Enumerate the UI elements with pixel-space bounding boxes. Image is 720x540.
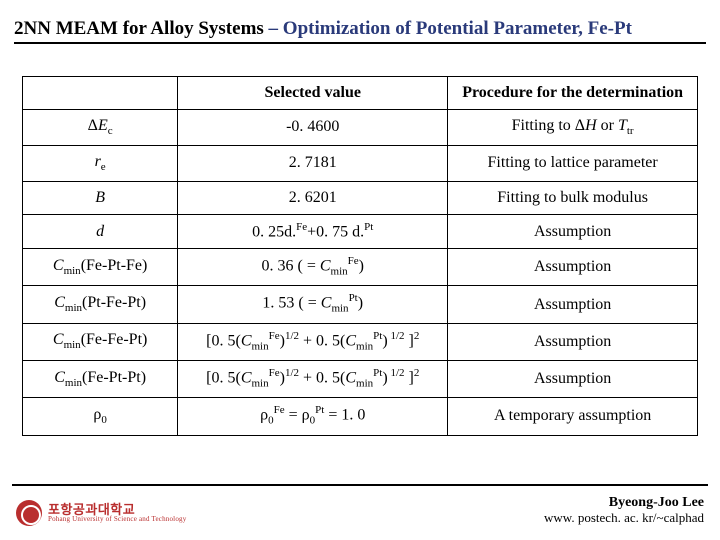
title-bar: 2NN MEAM for Alloy Systems – Optimizatio… — [0, 0, 720, 48]
footer-credits: Byeong-Joo Lee www. postech. ac. kr/~cal… — [544, 495, 704, 526]
procedure-cell: Assumption — [448, 361, 698, 398]
procedure-cell: Fitting to ΔH or Ttr — [448, 110, 698, 146]
parameter-table: Selected value Procedure for the determi… — [22, 76, 698, 436]
value-cell: -0. 4600 — [178, 110, 448, 146]
param-cell: Cmin(Fe-Pt-Pt) — [23, 361, 178, 398]
table-row: Cmin(Pt-Fe-Pt)1. 53 ( = CminPt)Assumptio… — [23, 286, 698, 323]
value-cell: 2. 6201 — [178, 181, 448, 214]
value-cell: 2. 7181 — [178, 145, 448, 181]
table-row: d0. 25d.Fe+0. 75 d.PtAssumption — [23, 214, 698, 248]
value-cell: [0. 5(CminFe)1/2 + 0. 5(CminPt) 1/2 ]2 — [178, 323, 448, 360]
university-logo: 포항공과대학교 Pohang University of Science and… — [16, 500, 186, 526]
author-name: Byeong-Joo Lee — [544, 495, 704, 511]
logo-text-en: Pohang University of Science and Technol… — [48, 516, 186, 523]
value-cell: 0. 36 ( = CminFe) — [178, 249, 448, 286]
table-row: Cmin(Fe-Fe-Pt)[0. 5(CminFe)1/2 + 0. 5(Cm… — [23, 323, 698, 360]
value-cell: ρ0Fe = ρ0Pt = 1. 0 — [178, 398, 448, 435]
table-header-row: Selected value Procedure for the determi… — [23, 77, 698, 110]
procedure-cell: Assumption — [448, 249, 698, 286]
logo-badge-icon — [16, 500, 42, 526]
param-cell: ΔEc — [23, 110, 178, 146]
header-selected-value: Selected value — [178, 77, 448, 110]
table-row: ΔEc-0. 4600Fitting to ΔH or Ttr — [23, 110, 698, 146]
param-cell: B — [23, 181, 178, 214]
param-cell: ρ0 — [23, 398, 178, 435]
table-row: re2. 7181Fitting to lattice parameter — [23, 145, 698, 181]
header-procedure: Procedure for the determination — [448, 77, 698, 110]
procedure-cell: Assumption — [448, 323, 698, 360]
procedure-cell: Assumption — [448, 286, 698, 323]
param-cell: d — [23, 214, 178, 248]
procedure-cell: Fitting to bulk modulus — [448, 181, 698, 214]
param-cell: Cmin(Pt-Fe-Pt) — [23, 286, 178, 323]
table-row: B2. 6201Fitting to bulk modulus — [23, 181, 698, 214]
header-empty — [23, 77, 178, 110]
author-url: www. postech. ac. kr/~calphad — [544, 511, 704, 526]
procedure-cell: Fitting to lattice parameter — [448, 145, 698, 181]
param-cell: Cmin(Fe-Pt-Fe) — [23, 249, 178, 286]
footer-rule — [12, 484, 708, 486]
title-main: 2NN MEAM for Alloy Systems — [14, 18, 264, 39]
title-sep: – — [264, 18, 283, 39]
table-row: Cmin(Fe-Pt-Fe)0. 36 ( = CminFe)Assumptio… — [23, 249, 698, 286]
value-cell: [0. 5(CminFe)1/2 + 0. 5(CminPt) 1/2 ]2 — [178, 361, 448, 398]
table-row: Cmin(Fe-Pt-Pt)[0. 5(CminFe)1/2 + 0. 5(Cm… — [23, 361, 698, 398]
param-cell: Cmin(Fe-Fe-Pt) — [23, 323, 178, 360]
title-sub: Optimization of Potential Parameter, Fe-… — [283, 18, 632, 39]
procedure-cell: A temporary assumption — [448, 398, 698, 435]
parameter-table-wrap: Selected value Procedure for the determi… — [0, 48, 720, 436]
param-cell: re — [23, 145, 178, 181]
table-row: ρ0ρ0Fe = ρ0Pt = 1. 0A temporary assumpti… — [23, 398, 698, 435]
procedure-cell: Assumption — [448, 214, 698, 248]
value-cell: 0. 25d.Fe+0. 75 d.Pt — [178, 214, 448, 248]
value-cell: 1. 53 ( = CminPt) — [178, 286, 448, 323]
